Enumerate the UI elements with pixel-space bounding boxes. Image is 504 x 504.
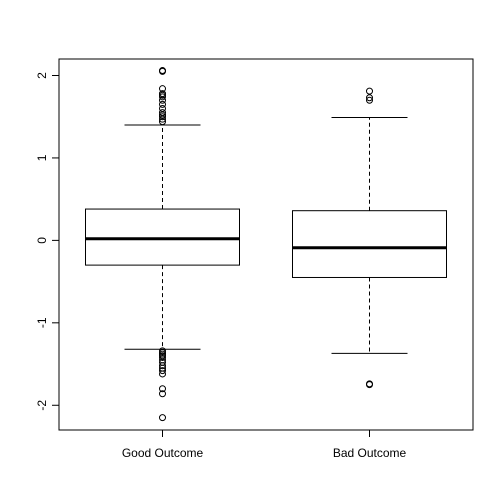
outlier-point	[159, 370, 166, 378]
outlier-point	[159, 100, 166, 108]
outlier-point	[159, 93, 166, 101]
iqr-box	[85, 208, 240, 266]
y-tick-label: 0	[35, 237, 49, 244]
outlier-point	[159, 118, 166, 126]
x-tick-label: Bad Outcome	[333, 446, 407, 460]
y-axis: -2 -1 0 1 2	[35, 72, 60, 411]
x-tick-label: Good Outcome	[122, 446, 204, 460]
outlier-point	[159, 353, 166, 361]
outlier-point	[366, 87, 373, 95]
box-good-outcome	[85, 67, 240, 422]
outlier-point	[159, 385, 166, 393]
y-tick-label: -1	[35, 317, 49, 328]
outlier-point	[159, 104, 166, 112]
outlier-point	[366, 381, 373, 389]
outlier-point	[159, 85, 166, 93]
outlier-point	[366, 96, 373, 104]
outlier-point	[159, 67, 166, 75]
y-tick-label: 2	[35, 72, 49, 79]
outlier-point	[159, 367, 166, 375]
outlier-point	[159, 414, 166, 422]
outlier-point	[159, 362, 166, 370]
plot-marks	[85, 67, 447, 422]
outlier-point	[366, 94, 373, 102]
x-axis: Good Outcome Bad Outcome	[122, 429, 407, 460]
outlier-point	[159, 109, 166, 117]
outlier-point	[159, 113, 166, 121]
outlier-point	[159, 115, 166, 123]
outlier-point	[159, 96, 166, 104]
outlier-point	[159, 390, 166, 398]
y-tick-label: 1	[35, 154, 49, 161]
box-bad-outcome	[292, 87, 447, 389]
iqr-box	[292, 210, 447, 278]
y-tick-label: -2	[35, 400, 49, 411]
